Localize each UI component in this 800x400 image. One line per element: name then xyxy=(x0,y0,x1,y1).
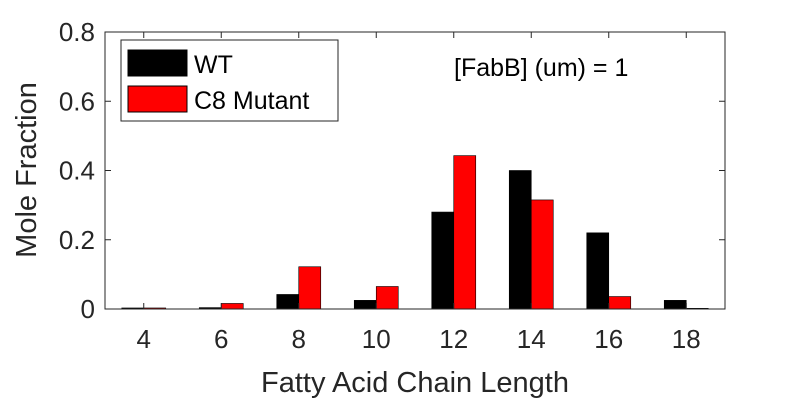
y-tick-label: 0.8 xyxy=(59,17,95,47)
y-tick-label: 0.2 xyxy=(59,225,95,255)
bar-c8-mutant-16 xyxy=(608,296,632,310)
bar-wt-14 xyxy=(508,170,532,310)
x-tick-label: 12 xyxy=(439,324,468,354)
legend-label-c8-mutant: C8 Mutant xyxy=(194,87,309,115)
x-tick-label: 16 xyxy=(594,324,623,354)
x-axis-label: Fatty Acid Chain Length xyxy=(261,367,569,399)
y-tick-label: 0 xyxy=(81,294,95,324)
bars-group xyxy=(121,155,709,310)
bar-wt-10 xyxy=(353,300,377,310)
x-axis: 4 6 8 10 12 14 16 18 xyxy=(137,32,701,354)
legend-label-wt: WT xyxy=(194,51,233,79)
bar-wt-16 xyxy=(586,232,610,310)
bar-c8-mutant-12 xyxy=(453,155,477,310)
x-tick-label: 4 xyxy=(137,324,151,354)
legend-swatch-c8-mutant xyxy=(127,85,188,113)
y-axis-label: Mole Fraction xyxy=(11,82,43,258)
legend-swatch-wt xyxy=(127,49,188,77)
bar-c8-mutant-10 xyxy=(375,286,399,310)
y-tick-label: 0.6 xyxy=(59,86,95,116)
x-tick-label: 8 xyxy=(292,324,306,354)
bar-wt-12 xyxy=(431,211,455,310)
bar-wt-18 xyxy=(663,300,687,310)
bar-c8-mutant-8 xyxy=(298,266,322,310)
x-tick-label: 18 xyxy=(672,324,701,354)
legend: WT C8 Mutant xyxy=(120,39,339,122)
x-tick-label: 10 xyxy=(362,324,391,354)
y-tick-label: 0.4 xyxy=(59,156,95,186)
y-axis: 0 0.2 0.4 0.6 0.8 xyxy=(59,17,725,324)
x-tick-label: 6 xyxy=(214,324,228,354)
bar-c8-mutant-6 xyxy=(220,303,244,310)
bar-wt-8 xyxy=(276,294,300,310)
bar-c8-mutant-14 xyxy=(530,199,554,310)
x-tick-label: 14 xyxy=(517,324,546,354)
annotation: [FabB] (um) = 1 xyxy=(454,54,628,82)
